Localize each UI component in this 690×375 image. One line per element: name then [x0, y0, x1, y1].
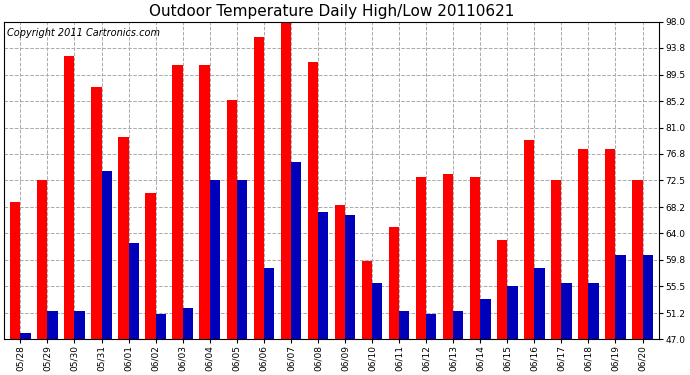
Bar	[362, 261, 372, 339]
Bar	[48, 311, 58, 339]
Bar	[497, 240, 507, 339]
Bar	[91, 87, 101, 339]
Bar	[443, 174, 453, 339]
Bar	[426, 314, 436, 339]
Bar	[21, 333, 30, 339]
Bar	[308, 62, 318, 339]
Bar	[453, 311, 464, 339]
Bar	[199, 65, 210, 339]
Bar	[264, 268, 274, 339]
Bar	[37, 180, 48, 339]
Bar	[578, 149, 589, 339]
Bar	[291, 162, 301, 339]
Bar	[101, 171, 112, 339]
Title: Outdoor Temperature Daily High/Low 20110621: Outdoor Temperature Daily High/Low 20110…	[149, 4, 514, 19]
Bar	[128, 243, 139, 339]
Bar	[632, 180, 642, 339]
Text: Copyright 2011 Cartronics.com: Copyright 2011 Cartronics.com	[8, 28, 161, 38]
Bar	[281, 22, 291, 339]
Bar	[551, 180, 562, 339]
Bar	[416, 177, 426, 339]
Bar	[172, 65, 183, 339]
Bar	[335, 206, 345, 339]
Bar	[210, 180, 220, 339]
Bar	[562, 283, 571, 339]
Bar	[642, 255, 653, 339]
Bar	[372, 283, 382, 339]
Bar	[480, 299, 491, 339]
Bar	[183, 308, 193, 339]
Bar	[226, 99, 237, 339]
Bar	[615, 255, 626, 339]
Bar	[534, 268, 544, 339]
Bar	[589, 283, 599, 339]
Bar	[470, 177, 480, 339]
Bar	[156, 314, 166, 339]
Bar	[399, 311, 409, 339]
Bar	[524, 140, 534, 339]
Bar	[253, 37, 264, 339]
Bar	[146, 193, 156, 339]
Bar	[388, 227, 399, 339]
Bar	[64, 56, 75, 339]
Bar	[10, 202, 21, 339]
Bar	[605, 149, 615, 339]
Bar	[507, 286, 518, 339]
Bar	[75, 311, 85, 339]
Bar	[345, 215, 355, 339]
Bar	[318, 211, 328, 339]
Bar	[118, 137, 128, 339]
Bar	[237, 180, 247, 339]
